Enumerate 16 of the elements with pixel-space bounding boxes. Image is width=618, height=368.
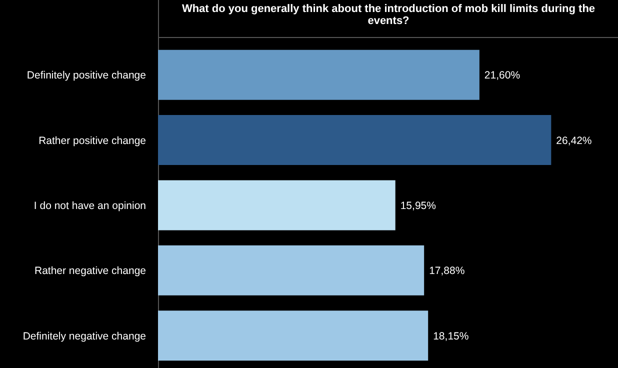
data-label: 26,42% [556,134,592,147]
data-label: 21,60% [484,70,520,82]
y-tick-label: I do not have an opinion [34,200,146,212]
y-tick-label: Rather positive change [38,134,146,147]
y-tick-label: Definitely negative change [22,330,146,342]
y-tick-label: Definitely positive change [26,70,146,82]
data-label: 18,15% [433,330,469,342]
bar [158,115,552,166]
chart-title: What do you generally think about the introduction of mob kill limits during the events? [158,0,618,38]
data-label: 15,95% [400,200,436,212]
bar [158,310,428,361]
data-label: 17,88% [429,265,465,278]
bar [158,245,424,296]
y-tick-label: Rather negative change [34,265,146,278]
bar [158,180,396,230]
bar [158,50,480,100]
